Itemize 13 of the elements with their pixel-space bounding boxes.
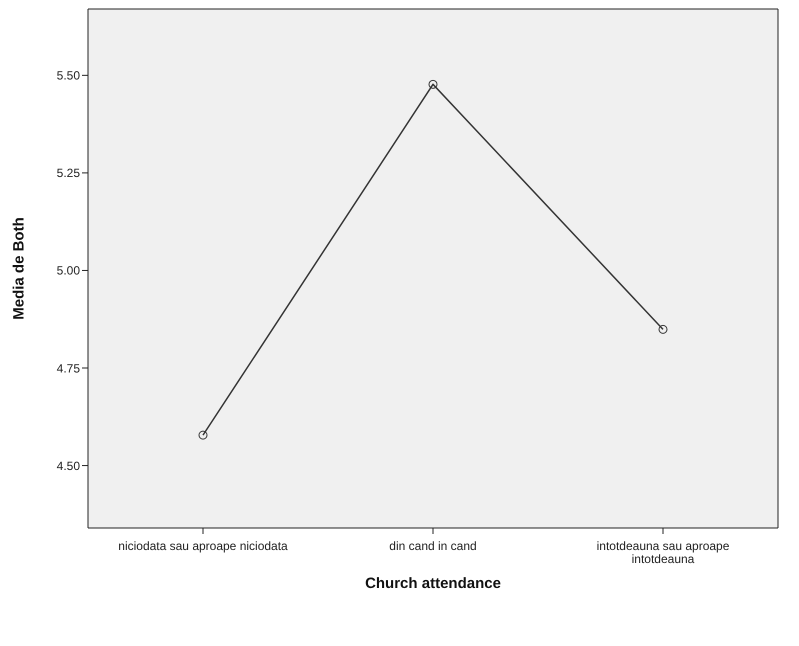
y-axis-title: Media de Both xyxy=(10,217,28,320)
x-axis-title: Church attendance xyxy=(365,575,501,592)
point xyxy=(658,324,668,334)
y-tick-label: 4.75 xyxy=(56,361,80,376)
point xyxy=(198,430,208,440)
y-tick-label: 5.00 xyxy=(56,264,80,278)
y-tick-label: 5.25 xyxy=(56,166,80,180)
x-tick-label: intotdeauna sau aproape intotdeauna xyxy=(596,539,730,566)
point xyxy=(428,80,438,89)
y-tick-label: 4.50 xyxy=(56,458,80,473)
x-tick-label: niciodata sau aproape niciodata xyxy=(118,539,288,553)
x-tick-label: din cand in cand xyxy=(389,539,477,553)
y-tick-label: 5.50 xyxy=(56,68,80,83)
